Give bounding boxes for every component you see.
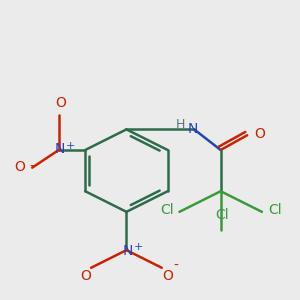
Text: +: + <box>66 141 76 151</box>
Text: N: N <box>55 142 65 156</box>
Text: +: + <box>134 242 143 252</box>
Text: N: N <box>123 244 133 258</box>
Text: N: N <box>188 122 199 136</box>
Text: O: O <box>80 269 91 283</box>
Text: -: - <box>173 259 178 273</box>
Text: O: O <box>55 96 66 110</box>
Text: Cl: Cl <box>268 203 281 218</box>
Text: O: O <box>14 160 25 174</box>
Text: O: O <box>254 127 266 141</box>
Text: Cl: Cl <box>215 208 229 222</box>
Text: Cl: Cl <box>160 203 174 218</box>
Text: -: - <box>30 160 35 174</box>
Text: O: O <box>162 269 173 283</box>
Text: H: H <box>175 118 185 131</box>
